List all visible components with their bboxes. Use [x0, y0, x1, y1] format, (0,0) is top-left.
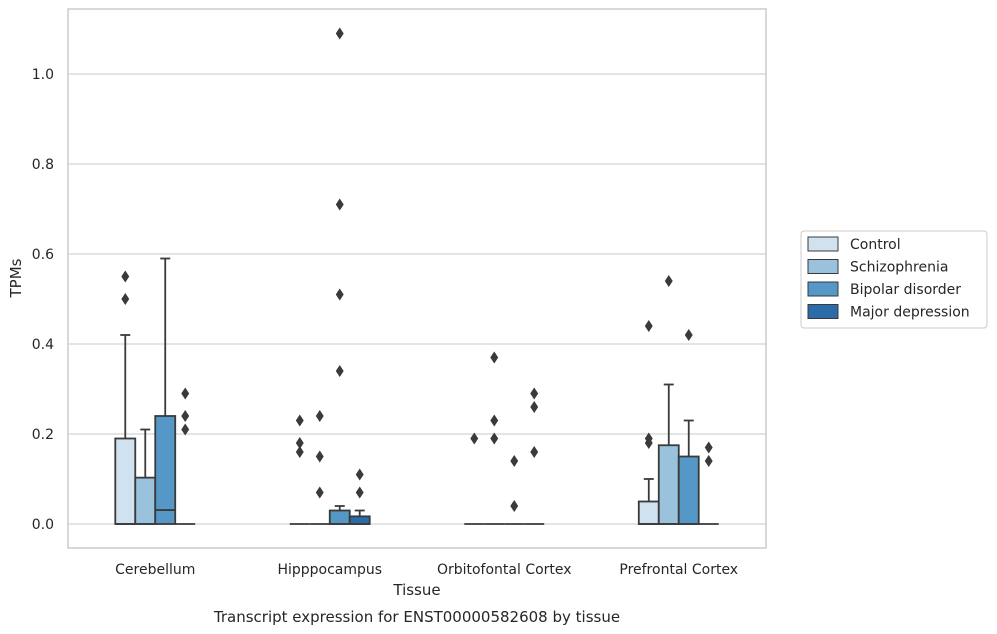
x-tick-labels: Cerebellum Hipppocampus Orbitofontal Corte…: [115, 562, 738, 578]
outlier-point: [530, 387, 539, 400]
box-major-depression: [348, 468, 371, 525]
outlier-point: [704, 441, 713, 454]
x-tick-label: Prefrontal Cortex: [619, 562, 738, 578]
y-tick-label: 0.6: [32, 247, 54, 263]
box-major-depression: [524, 387, 545, 525]
box-body: [328, 509, 351, 525]
legend-swatch: [807, 236, 839, 252]
outlier-point: [295, 436, 304, 450]
outlier-point: [315, 450, 324, 463]
outlier-point: [470, 432, 479, 445]
outlier-point: [510, 499, 519, 513]
box-major-depression: [698, 441, 719, 525]
box-body: [637, 500, 660, 525]
legend: Control Schizophrenia Bipolar disorder Majo…: [800, 230, 988, 329]
x-tick-label: Orbitofontal Cortex: [437, 562, 572, 578]
outlier-point: [664, 274, 673, 288]
outlier-point: [121, 270, 130, 283]
legend-label: Bipolar disorder: [850, 282, 961, 298]
outlier-point: [684, 328, 693, 342]
box-plots: [114, 27, 719, 525]
box-bipolar-disorder: [677, 328, 700, 525]
box-schizophrenia: [657, 274, 680, 525]
box-bipolar-disorder: [154, 257, 177, 525]
box-body: [154, 415, 177, 525]
outlier-point: [335, 27, 344, 40]
box-body: [677, 455, 700, 525]
outlier-point: [295, 414, 304, 427]
outlier-point: [315, 409, 324, 423]
legend-frame: [800, 230, 988, 329]
legend-swatch: [807, 304, 839, 319]
y-axis-title: TPMs: [7, 258, 25, 298]
outlier-point: [490, 414, 499, 427]
outlier-point: [355, 468, 364, 481]
outlier-point: [121, 292, 130, 306]
outlier-point: [490, 432, 499, 445]
box-bipolar-disorder: [328, 27, 351, 525]
legend-swatch: [807, 259, 839, 274]
outlier-point: [335, 198, 344, 211]
outlier-point: [510, 454, 519, 468]
legend-swatch: [807, 281, 839, 297]
y-tick-label: 0.2: [32, 427, 54, 443]
y-tick-labels: 0.0 0.2 0.4 0.6 0.8 1.0: [32, 67, 54, 533]
outlier-point: [355, 486, 364, 499]
legend-label: Schizophrenia: [850, 260, 948, 276]
x-tick-label: Hipppocampus: [277, 562, 382, 578]
legend-label: Major depression: [850, 305, 970, 321]
outlier-point: [335, 288, 344, 301]
box-schizophrenia: [134, 428, 157, 525]
outlier-point: [181, 387, 190, 400]
y-tick-label: 0.8: [32, 157, 54, 173]
box-control: [114, 270, 137, 525]
x-axis-title: Tissue: [392, 581, 440, 599]
box-bipolar-disorder: [504, 454, 525, 525]
box-major-depression: [175, 387, 196, 525]
outlier-point: [704, 454, 713, 468]
y-tick-label: 0.0: [32, 517, 54, 533]
box-body: [134, 476, 157, 525]
outlier-point: [335, 364, 344, 378]
outlier-point: [490, 351, 499, 364]
outlier-point: [181, 409, 190, 423]
y-tick-label: 0.4: [32, 337, 54, 353]
outlier-point: [315, 486, 324, 499]
legend-label: Control: [850, 237, 901, 253]
box-control: [637, 319, 660, 525]
outlier-point: [644, 319, 653, 333]
outlier-point: [181, 423, 190, 436]
outlier-point: [530, 445, 539, 459]
box-schizophrenia: [309, 409, 330, 525]
box-control: [464, 432, 485, 525]
box-schizophrenia: [484, 351, 505, 525]
box-control: [289, 414, 310, 525]
box-body: [348, 515, 371, 525]
y-tick-label: 1.0: [32, 67, 54, 83]
plot-frame: [67, 8, 767, 549]
box-body: [657, 444, 680, 525]
chart-caption: Transcript expression for ENST0000058260…: [213, 608, 620, 626]
outlier-point: [530, 400, 539, 414]
x-tick-label: Cerebellum: [115, 562, 195, 578]
box-body: [114, 437, 137, 525]
outlier-point: [295, 445, 304, 459]
outlier-point: [644, 432, 653, 445]
